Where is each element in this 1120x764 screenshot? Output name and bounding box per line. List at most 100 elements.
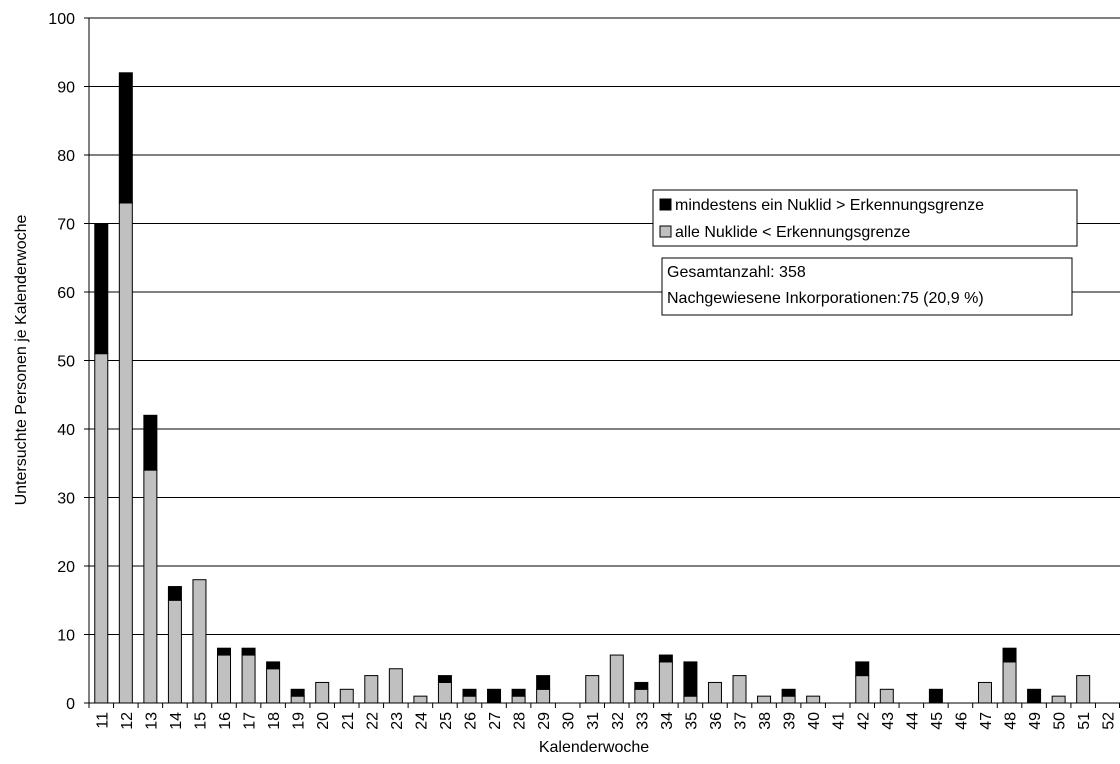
x-tick-label: 52 [1101, 712, 1118, 730]
x-tick-label: 33 [634, 712, 651, 730]
x-tick-label: 23 [389, 712, 406, 730]
x-tick-label: 25 [438, 712, 455, 730]
y-tick-label: 100 [48, 11, 75, 28]
bar-segment-below [266, 668, 281, 704]
bar-segment-below [855, 675, 870, 704]
x-tick-label: 31 [585, 712, 602, 730]
y-tick-label: 20 [57, 559, 75, 576]
info-box-frame [661, 257, 1073, 316]
grid-lines [89, 17, 1120, 635]
x-tick-label: 27 [487, 712, 504, 730]
bar-segment-detected [855, 661, 870, 677]
bar-segment-below [585, 675, 600, 704]
x-tick-label: 15 [192, 712, 209, 730]
bar-segment-below [388, 668, 403, 704]
x-tick-label: 29 [536, 712, 553, 730]
x-tick-label: 26 [462, 712, 479, 730]
bar-segment-detected [217, 647, 232, 656]
bar-segment-detected [511, 688, 526, 697]
x-tick-label: 18 [266, 712, 283, 730]
bar-segment-below [118, 202, 133, 704]
bar-segment-below [462, 695, 477, 704]
x-axis-title: Kalenderwoche [539, 739, 649, 756]
bars [94, 72, 1091, 704]
bar-segment-below [290, 695, 305, 704]
bar-segment-below [658, 661, 673, 704]
info-incorporations: Nachgewiesene Inkorporationen:75 (20,9 %… [667, 290, 984, 307]
bar-segment-below [143, 469, 158, 704]
bar-segment-detected [781, 688, 796, 697]
x-tick-label: 51 [1076, 712, 1093, 730]
bar-segment-below [315, 681, 330, 704]
bar-segment-below [609, 654, 624, 704]
bar-segment-below [634, 688, 649, 704]
x-tick-label: 22 [364, 712, 381, 730]
x-tick-label: 34 [659, 712, 676, 730]
x-tick-label: 48 [1003, 712, 1020, 730]
bar-segment-below [94, 353, 109, 704]
bar-segment-detected [683, 661, 698, 697]
x-tick-label: 49 [1027, 712, 1044, 730]
x-tick-label: 11 [94, 712, 111, 729]
bar-segment-detected [241, 647, 256, 656]
bar-segment-detected [437, 675, 452, 683]
bar-segment-below [1002, 661, 1017, 704]
x-tick-label: 41 [831, 712, 848, 730]
x-tick-label: 16 [217, 712, 234, 730]
bar-segment-below [167, 599, 182, 704]
y-axis-title: Untersuchte Personen je Kalenderwoche [13, 214, 30, 505]
x-tick-label: 21 [340, 712, 357, 730]
bar-segment-below [732, 675, 747, 704]
bar-segment-detected [266, 661, 281, 670]
bar-segment-below [757, 695, 772, 704]
legend-box [652, 189, 1078, 247]
x-tick-label: 35 [683, 712, 700, 730]
x-tick-label: 38 [757, 712, 774, 730]
x-tick-label: 30 [561, 712, 578, 730]
bar-segment-detected [634, 681, 649, 690]
y-tick-label: 0 [66, 696, 75, 713]
x-tick-label: 50 [1052, 712, 1069, 730]
legend: mindestens ein Nuklid > Erkennungsgrenze… [652, 189, 1078, 247]
bar-segment-below [364, 675, 379, 704]
bar-segment-below [806, 695, 821, 704]
x-tick-label: 37 [733, 712, 750, 730]
bar-segment-detected [658, 654, 673, 663]
x-tick-label: 40 [806, 712, 823, 730]
bar-segment-detected [1002, 647, 1017, 663]
x-tick-label: 44 [904, 712, 921, 730]
bar-segment-below [217, 654, 232, 704]
x-tick-label: 14 [168, 712, 185, 730]
y-tick-label: 60 [57, 285, 75, 302]
x-tick-label: 42 [855, 712, 872, 730]
x-tick-label: 32 [610, 712, 627, 730]
bar-segment-below [1051, 695, 1066, 704]
x-tick-label: 45 [929, 712, 946, 730]
y-axis-ticks: 0 10 20 30 40 50 60 70 80 90 100 [48, 11, 89, 713]
bar-segment-below [437, 681, 452, 704]
x-axis-ticks: 11 12 13 14 15 16 17 18 19 20 21 22 23 24 25 26 27 28 29 30… [88, 703, 1120, 730]
bar-segment-below [413, 695, 428, 704]
y-tick-label: 30 [57, 491, 75, 508]
x-tick-label: 46 [953, 712, 970, 730]
y-tick-label: 80 [57, 148, 75, 165]
bar-segment-detected [462, 688, 477, 697]
bar-segment-below [241, 654, 256, 704]
y-tick-label: 40 [57, 422, 75, 439]
bar-segment-detected [167, 586, 182, 601]
bar-segment-below [339, 688, 354, 704]
y-tick-label: 70 [57, 217, 75, 234]
x-tick-label: 12 [119, 712, 136, 730]
legend-label-below: alle Nuklide < Erkennungsgrenze [675, 224, 910, 241]
bar-segment-below [977, 681, 992, 704]
x-tick-label: 28 [512, 712, 529, 730]
bar-segment-below [192, 579, 207, 704]
x-tick-label: 36 [708, 712, 725, 730]
legend-swatch-below [659, 225, 672, 238]
x-tick-label: 39 [782, 712, 799, 730]
x-tick-label: 43 [880, 712, 897, 730]
bar-segment-detected [94, 223, 109, 355]
bar-segment-detected [487, 688, 502, 704]
bar-segment-below [707, 681, 722, 704]
